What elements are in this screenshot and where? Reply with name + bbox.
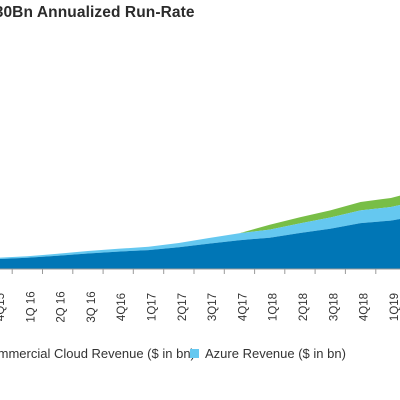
x-tick-label: 3Q 16 bbox=[86, 291, 98, 322]
x-axis-ticks bbox=[11, 269, 377, 274]
x-axis-tick-labels: 4Q15 1Q 16 2Q 16 3Q 16 4Q16 1Q17 2Q17 3Q17 4Q17 1… bbox=[0, 291, 400, 322]
x-tick-label: 4Q15 bbox=[0, 293, 7, 321]
x-tick-label: 4Q17 bbox=[237, 293, 249, 321]
x-tick-label: 4Q18 bbox=[359, 293, 371, 321]
x-tick-label: 1Q17 bbox=[147, 293, 159, 321]
area-series-group bbox=[0, 195, 400, 269]
x-tick-label: 3Q17 bbox=[207, 293, 219, 321]
x-tick-label: 2Q17 bbox=[177, 293, 189, 321]
x-tick-label: 3Q18 bbox=[328, 293, 340, 321]
x-tick-label: 2Q18 bbox=[298, 293, 310, 321]
legend-label-azure: Azure Revenue ($ in bn) bbox=[205, 345, 346, 361]
x-tick-label: 1Q18 bbox=[268, 293, 280, 321]
legend-label-commercial-cloud: Commercial Cloud Revenue ($ in bn) bbox=[0, 345, 195, 361]
chart-title: $30Bn Annualized Run-Rate bbox=[0, 4, 195, 21]
area-series-0 bbox=[0, 219, 400, 269]
legend-swatch-azure bbox=[190, 348, 199, 358]
legend-item-commercial-cloud: Commercial Cloud Revenue ($ in bn) bbox=[0, 344, 195, 362]
x-tick-label: 1Q 16 bbox=[25, 291, 37, 322]
x-tick-label: 4Q16 bbox=[116, 293, 128, 321]
x-tick-label: 1Q19 bbox=[389, 293, 400, 321]
legend-item-azure: Azure Revenue ($ in bn) bbox=[190, 344, 346, 362]
x-tick-label: 2Q 16 bbox=[56, 291, 68, 322]
